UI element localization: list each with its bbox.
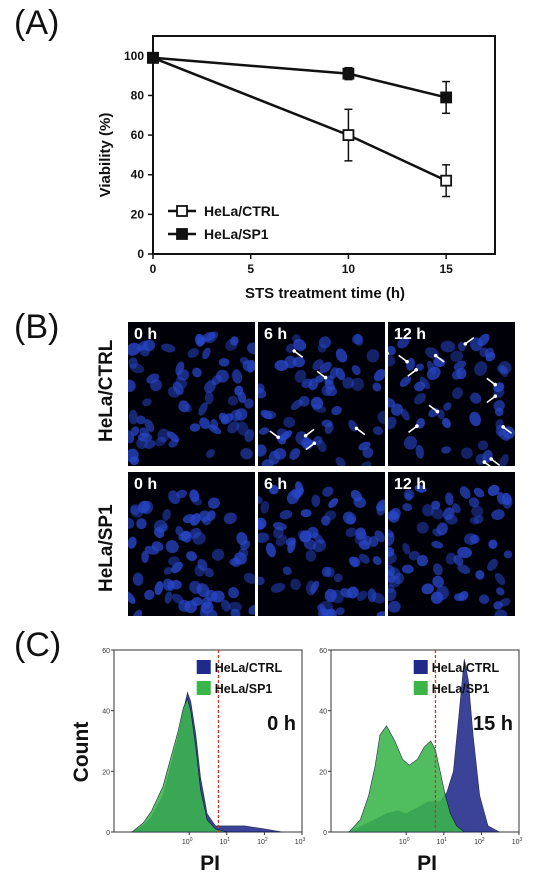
count-axis-label: Count [70, 722, 93, 783]
y-tick-label: 0 [323, 830, 327, 837]
row-label-ctrl: HeLa/CTRL [96, 340, 118, 442]
arrow-head [415, 424, 419, 428]
arrow-head [436, 410, 440, 414]
time-label: 6 h [264, 326, 287, 344]
legend-label: HeLa/SP1 [215, 682, 273, 696]
data-point [343, 130, 353, 140]
x-tick-label: 15 [439, 262, 453, 276]
arrow-head [405, 360, 409, 364]
time-label: 6 h [264, 476, 287, 494]
y-axis-label: Viability (%) [97, 113, 114, 198]
flow-histograms: Count PI PI 0 20 40 60 100 101 102 103 HeLa/CTRL… [0, 630, 545, 882]
data-point [441, 176, 451, 186]
hist-frame [114, 650, 302, 832]
x-tick-label: 103 [512, 837, 523, 846]
legend-label: HeLa/CTRL [215, 661, 283, 675]
legend-label: HeLa/SP1 [204, 226, 269, 242]
micro-ctrl-6h: 6 h [258, 322, 385, 466]
x-tick-label: 102 [474, 837, 485, 846]
x-tick-label: 101 [220, 837, 231, 846]
y-tick-label: 60 [131, 128, 145, 142]
series-line-HeLa/SP1 [153, 58, 446, 98]
row-label-sp1: HeLa/SP1 [96, 504, 118, 592]
y-tick-label: 0 [106, 830, 110, 837]
legend-swatch [414, 660, 428, 674]
time-point-label: 15 h [473, 713, 513, 735]
legend-marker [177, 206, 187, 216]
arrow-head [292, 349, 296, 353]
panel-label-b: (B) [14, 308, 59, 347]
x-axis-label: STS treatment time (h) [245, 285, 405, 302]
y-tick-label: 40 [319, 709, 327, 716]
micro-sp1-12h: 12 h [388, 472, 515, 616]
nucleus [306, 581, 316, 596]
time-label: 0 h [134, 326, 157, 344]
micro-sp1-6h: 6 h [258, 472, 385, 616]
arrow-head [313, 442, 317, 446]
y-tick-label: 40 [131, 168, 145, 182]
x-tick-label: 100 [399, 837, 410, 846]
x-tick-label: 0 [150, 262, 157, 276]
pi-axis-label-0h: PI [200, 852, 220, 875]
y-tick-label: 0 [137, 247, 144, 261]
y-tick-label: 100 [124, 49, 144, 63]
arrow-head [501, 425, 505, 429]
legend-swatch [197, 681, 211, 695]
x-tick-label: 100 [182, 837, 193, 846]
arrow-head [276, 435, 280, 439]
arrow-head [493, 394, 497, 398]
legend-label: HeLa/CTRL [204, 203, 280, 219]
pi-axis-label-15h: PI [417, 852, 437, 875]
arrow-head [464, 342, 468, 346]
legend-label: HeLa/CTRL [432, 661, 500, 675]
y-tick-label: 20 [131, 207, 145, 221]
arrow-head [493, 383, 497, 387]
y-tick-label: 20 [319, 769, 327, 776]
arrow-head [434, 354, 438, 358]
y-tick-label: 40 [102, 709, 110, 716]
arrow-head [304, 434, 308, 438]
time-point-label: 0 h [267, 713, 296, 735]
legend-swatch [414, 681, 428, 695]
x-tick-label: 102 [257, 837, 268, 846]
x-tick-label: 10 [342, 262, 356, 276]
legend-swatch [197, 660, 211, 674]
data-point [343, 69, 353, 79]
plot-frame [153, 36, 495, 254]
micro-sp1-0h: 0 h [128, 472, 255, 616]
micro-ctrl-12h: 12 h [388, 322, 515, 466]
y-tick-label: 80 [131, 88, 145, 102]
x-tick-label: 101 [437, 837, 448, 846]
arrow-head [489, 457, 493, 461]
viability-line-chart: Viability (%) STS treatment time (h) 0 20… [0, 0, 545, 310]
legend-label: HeLa/SP1 [432, 682, 490, 696]
time-label: 12 h [394, 476, 426, 494]
x-tick-label: 5 [247, 262, 254, 276]
y-tick-label: 60 [319, 648, 327, 655]
time-label: 0 h [134, 476, 157, 494]
arrow-head [483, 460, 487, 464]
time-label: 12 h [394, 326, 426, 344]
nucleus [321, 516, 330, 526]
arrow-head [355, 427, 359, 431]
y-tick-label: 20 [102, 769, 110, 776]
arrow-head [324, 376, 328, 380]
microscopy-grid: 0 h 6 h 12 h 0 h 6 h 12 h [128, 322, 515, 616]
y-tick-label: 60 [102, 648, 110, 655]
series-line-HeLa/CTRL [153, 58, 446, 181]
data-point [148, 53, 158, 63]
arrow-head [414, 368, 418, 372]
legend-marker [177, 229, 187, 239]
data-point [441, 92, 451, 102]
x-tick-label: 103 [295, 837, 306, 846]
micro-ctrl-0h: 0 h [128, 322, 255, 466]
